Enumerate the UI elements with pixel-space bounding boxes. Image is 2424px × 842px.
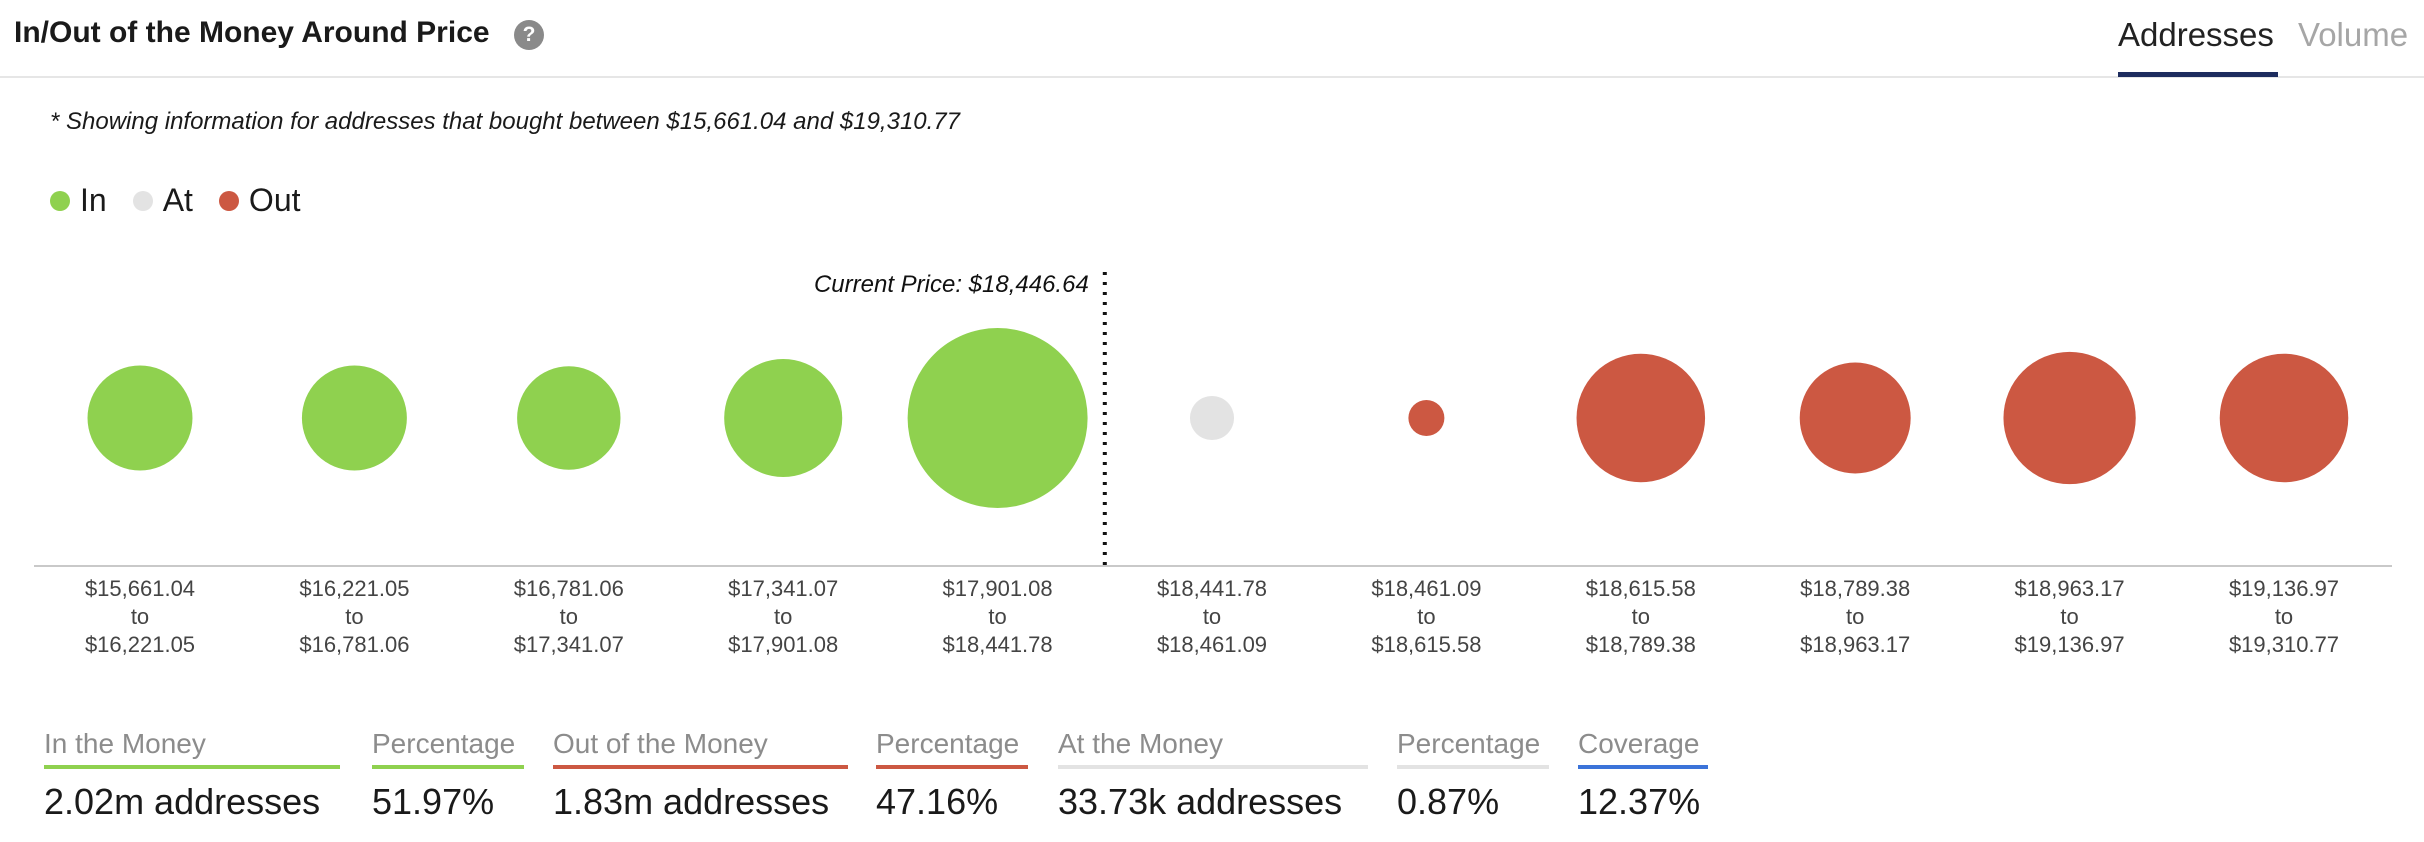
stat-value: 47.16% bbox=[876, 781, 999, 822]
stat-out-of-the-money: Out of the Money 1.83m addresses bbox=[553, 728, 848, 823]
tick-label-from: $17,341.07 bbox=[728, 576, 838, 601]
legend-dot-out bbox=[218, 190, 239, 211]
tick-label-to: $19,310.77 bbox=[2229, 632, 2339, 657]
tick-label-from: $18,963.17 bbox=[2015, 576, 2125, 601]
bubble-at bbox=[1189, 395, 1235, 441]
tick-label-to-word: to bbox=[1417, 604, 1435, 629]
tick-label-to-word: to bbox=[988, 604, 1006, 629]
legend-label-out: Out bbox=[248, 182, 301, 218]
tick-label-to: $18,615.58 bbox=[1371, 632, 1481, 657]
tick-label-from: $19,136.97 bbox=[2229, 576, 2339, 601]
bubble-in bbox=[87, 365, 193, 471]
tab-volume[interactable]: Volume bbox=[2298, 16, 2409, 53]
stat-value: 51.97% bbox=[372, 781, 495, 822]
bubble-in bbox=[907, 328, 1088, 508]
question-circle-icon[interactable]: ? bbox=[514, 20, 544, 50]
legend-item-at[interactable]: At bbox=[132, 182, 193, 219]
active-tab-indicator bbox=[2118, 72, 2278, 77]
page-title: In/Out of the Money Around Price bbox=[14, 16, 490, 49]
stat-at-percentage: Percentage 0.87% bbox=[1397, 728, 1549, 823]
stat-in-percentage: Percentage 51.97% bbox=[372, 728, 524, 823]
stat-at-the-money: At the Money 33.73k addresses bbox=[1058, 728, 1368, 823]
header: In/Out of the Money Around Price ? Addre… bbox=[0, 0, 2424, 78]
stat-value: 2.02m addresses bbox=[44, 781, 321, 822]
bubble-out bbox=[1408, 400, 1445, 436]
tick-label-to-word: to bbox=[774, 604, 792, 629]
bubble-in bbox=[724, 358, 843, 478]
tick-label-to: $18,461.09 bbox=[1157, 632, 1267, 657]
tick-label-from: $18,441.78 bbox=[1157, 576, 1267, 601]
tick-label-from: $18,615.58 bbox=[1586, 576, 1696, 601]
tick-label-to: $16,781.06 bbox=[299, 632, 409, 657]
tick-label-from: $18,789.38 bbox=[1800, 576, 1910, 601]
stat-coverage: Coverage 12.37% bbox=[1578, 728, 1708, 823]
range-note: * Showing information for addresses that… bbox=[50, 108, 960, 135]
legend-label-at: At bbox=[162, 182, 193, 218]
tick-label-to: $18,441.78 bbox=[943, 632, 1053, 657]
current-price-label: Current Price: $18,446.64 bbox=[814, 271, 1089, 298]
tick-label-to-word: to bbox=[1846, 604, 1864, 629]
bubble-out bbox=[1576, 353, 1706, 483]
tab-addresses[interactable]: Addresses bbox=[2118, 16, 2274, 53]
tick-label-from: $17,901.08 bbox=[943, 576, 1053, 601]
tick-label-to: $16,221.05 bbox=[85, 632, 195, 657]
tick-label-to-word: to bbox=[131, 604, 149, 629]
stat-out-percentage: Percentage 47.16% bbox=[876, 728, 1028, 823]
tick-label-to: $18,963.17 bbox=[1800, 632, 1910, 657]
stat-value: 1.83m addresses bbox=[553, 781, 830, 822]
stat-value: 0.87% bbox=[1397, 781, 1500, 822]
tick-label-to: $19,136.97 bbox=[2015, 632, 2125, 657]
tick-label-to-word: to bbox=[345, 604, 363, 629]
tick-label-to-word: to bbox=[560, 604, 578, 629]
stat-label: In the Money bbox=[44, 728, 340, 769]
stat-in-the-money: In the Money 2.02m addresses bbox=[44, 728, 340, 823]
legend-item-out[interactable]: Out bbox=[218, 182, 301, 219]
tick-label-from: $18,461.09 bbox=[1371, 576, 1481, 601]
legend-label-in: In bbox=[80, 182, 107, 218]
tick-label-from: $16,221.05 bbox=[299, 576, 409, 601]
bubble-out bbox=[2003, 351, 2136, 485]
stat-label: Coverage bbox=[1578, 728, 1708, 769]
stat-label: Out of the Money bbox=[553, 728, 848, 769]
tick-label-from: $15,661.04 bbox=[85, 576, 195, 601]
tick-label-to-word: to bbox=[1203, 604, 1221, 629]
tick-label-to: $17,341.07 bbox=[514, 632, 624, 657]
tick-label-to: $18,789.38 bbox=[1586, 632, 1696, 657]
bubble-in bbox=[301, 365, 407, 471]
stat-value: 33.73k addresses bbox=[1058, 781, 1343, 822]
legend-item-in[interactable]: In bbox=[50, 182, 107, 219]
bubble-out bbox=[1799, 362, 1911, 474]
tick-label-to-word: to bbox=[2060, 604, 2078, 629]
tick-label-from: $16,781.06 bbox=[514, 576, 624, 601]
stats-row: In the Money 2.02m addresses Percentage … bbox=[0, 728, 2424, 838]
bubble-chart: $15,661.04 to $16,221.05 $16,221.05 to $16,78… bbox=[34, 271, 2392, 657]
tick-label-to-word: to bbox=[2275, 604, 2293, 629]
bubble-in bbox=[517, 366, 621, 470]
tick-label-to-word: to bbox=[1632, 604, 1650, 629]
stat-value: 12.37% bbox=[1578, 781, 1701, 822]
legend-dot-in bbox=[50, 190, 70, 211]
stat-label: Percentage bbox=[1397, 728, 1549, 769]
tick-label-to: $17,901.08 bbox=[728, 632, 838, 657]
stat-label: Percentage bbox=[372, 728, 524, 769]
stat-label: Percentage bbox=[876, 728, 1028, 769]
legend: In At Out bbox=[50, 182, 301, 219]
bubble-out bbox=[2219, 353, 2349, 483]
legend-dot-at bbox=[132, 190, 153, 211]
stat-label: At the Money bbox=[1058, 728, 1368, 769]
